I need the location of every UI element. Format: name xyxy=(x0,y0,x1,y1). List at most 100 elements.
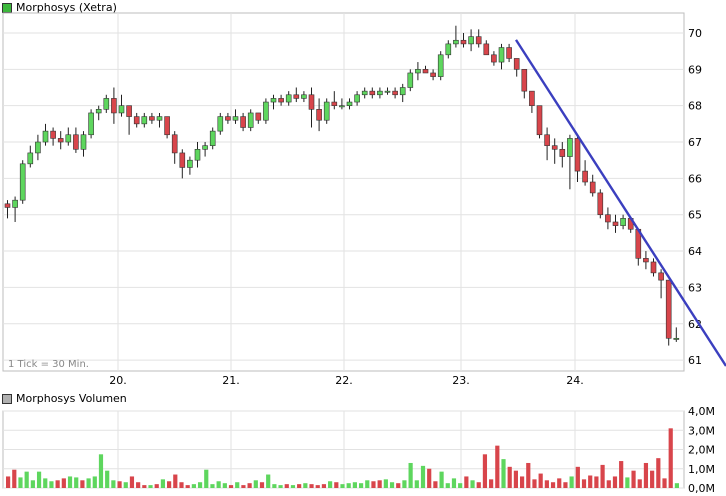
candle-body-up xyxy=(445,43,452,56)
volume-bar xyxy=(309,484,314,488)
volume-y-tick-label: 2,0M xyxy=(688,444,715,457)
price-y-tick-label: 69 xyxy=(688,63,702,76)
volume-bar xyxy=(210,484,215,488)
volume-bar xyxy=(334,482,339,488)
candle xyxy=(187,156,193,175)
candle-body-up xyxy=(354,94,360,103)
candle-body-up xyxy=(437,54,444,77)
candle-body-down xyxy=(308,94,315,110)
volume-bar xyxy=(637,479,642,488)
candle xyxy=(73,127,79,153)
volume-bar xyxy=(631,470,636,488)
volume-bar xyxy=(383,479,388,488)
price-y-tick-label: 70 xyxy=(688,27,702,40)
volume-bar xyxy=(619,461,624,488)
volume-bar xyxy=(284,484,289,488)
volume-bar xyxy=(414,480,419,488)
candle xyxy=(316,98,322,132)
candle xyxy=(111,87,117,124)
volume-bar xyxy=(74,477,79,488)
volume-bar xyxy=(538,473,543,488)
candle-body-down xyxy=(650,261,657,274)
volume-bar xyxy=(142,485,147,488)
candle xyxy=(12,196,18,222)
x-tick-label: 21. xyxy=(222,374,240,387)
candle-body-down xyxy=(582,170,588,183)
volume-bar xyxy=(80,480,85,488)
volume-bar xyxy=(476,482,481,488)
candle xyxy=(293,87,300,103)
volume-bar xyxy=(575,466,580,488)
candle xyxy=(4,200,11,219)
candle-body-down xyxy=(164,116,170,136)
price-legend-swatch xyxy=(2,2,12,13)
candle-body-up xyxy=(498,47,505,63)
candle-body-up xyxy=(118,105,125,114)
volume-bar xyxy=(606,480,611,488)
candle-body-down xyxy=(179,152,186,168)
candle-body-down xyxy=(392,90,398,96)
volume-bar xyxy=(297,484,302,488)
volume-bar xyxy=(98,454,104,488)
candle xyxy=(346,98,353,110)
volume-bar xyxy=(569,476,574,488)
volume-bar xyxy=(167,481,172,488)
candle xyxy=(498,43,505,70)
candle xyxy=(643,251,649,270)
volume-bar xyxy=(278,485,283,488)
volume-y-tick-label: 0,0M xyxy=(688,482,715,495)
volume-bar xyxy=(216,481,221,488)
candle-body-down xyxy=(506,47,512,59)
volume-bar xyxy=(656,458,661,488)
candle-body-down xyxy=(491,54,497,63)
candle-body-down xyxy=(369,90,376,96)
candle-body-down xyxy=(536,105,543,136)
tick-interval-note: 1 Tick = 30 Min. xyxy=(8,359,89,370)
candle-body-down xyxy=(331,101,338,106)
volume-bar xyxy=(6,476,11,488)
candle-body-down xyxy=(255,112,262,121)
volume-bar xyxy=(550,482,556,488)
volume-bar xyxy=(544,480,549,488)
candle xyxy=(658,269,664,299)
volume-y-tick-label: 4,0M xyxy=(688,405,715,418)
candle-body-up xyxy=(156,116,163,121)
candle xyxy=(620,214,626,230)
candle-body-down xyxy=(529,90,535,106)
candle-body-up xyxy=(187,159,193,168)
price-y-tick-label: 62 xyxy=(688,318,702,331)
candle xyxy=(232,109,239,124)
volume-bar xyxy=(24,471,29,488)
candle xyxy=(95,105,102,121)
volume-legend-swatch xyxy=(2,393,12,404)
volume-bar xyxy=(495,445,500,488)
volume-bar xyxy=(179,482,184,488)
volume-bar xyxy=(321,484,327,488)
candle xyxy=(217,112,224,135)
candle xyxy=(27,145,34,168)
candle-body-up xyxy=(399,87,406,96)
trendline xyxy=(514,39,726,367)
candle-body-down xyxy=(111,98,117,114)
candle-body-down xyxy=(483,43,490,56)
candle-body-up xyxy=(567,138,573,157)
volume-bar xyxy=(557,478,562,488)
candle xyxy=(141,112,148,128)
candle xyxy=(483,40,490,56)
candle xyxy=(133,112,140,128)
candle xyxy=(369,87,376,99)
volume-bar xyxy=(513,470,518,488)
volume-bar xyxy=(526,462,531,488)
volume-bar xyxy=(427,468,432,488)
volume-bar xyxy=(111,480,116,488)
candle xyxy=(430,69,436,81)
candle-body-up xyxy=(217,116,224,132)
candle xyxy=(126,105,132,135)
candle-body-up xyxy=(202,145,208,150)
volume-bar xyxy=(129,476,135,488)
candle-body-up xyxy=(415,69,421,74)
candle xyxy=(529,90,535,113)
volume-bar xyxy=(340,484,345,488)
candle xyxy=(57,131,64,150)
candle-body-up xyxy=(407,72,414,88)
